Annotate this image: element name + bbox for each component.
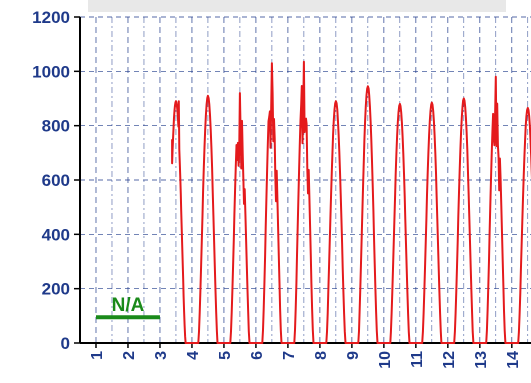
series-line [171, 60, 531, 344]
x-axis-ticks: 1 2 3 4 5 6 7 8 9 10 11 12 13 14 [89, 351, 522, 369]
y-tick-label: 1200 [32, 8, 70, 27]
x-tick-label: 9 [345, 351, 362, 360]
x-tick-label: 2 [121, 351, 138, 360]
x-tick-label: 6 [249, 351, 266, 360]
x-tick-label: 4 [185, 351, 202, 360]
legend-box [88, 0, 506, 12]
y-tick-label: 200 [42, 280, 70, 299]
x-tick-label: 11 [409, 351, 426, 368]
y-tick-label: 600 [42, 171, 70, 190]
y-tick-label: 1000 [32, 62, 70, 81]
x-tick-label: 13 [473, 351, 490, 369]
x-tick-label: 3 [153, 351, 170, 360]
x-tick-label: 7 [281, 351, 298, 360]
x-tick-label: 1 [89, 351, 106, 360]
x-tick-label: 12 [441, 351, 458, 369]
y-tick-label: 0 [61, 334, 70, 353]
axes [74, 16, 531, 348]
x-tick-label: 5 [217, 351, 234, 360]
grid [80, 16, 531, 343]
x-tick-label: 10 [377, 351, 394, 369]
x-tick-label: 8 [313, 351, 330, 360]
annotation-label: N/A [112, 295, 145, 316]
x-tick-label: 14 [505, 351, 522, 369]
y-tick-label: 400 [42, 225, 70, 244]
y-tick-label: 800 [42, 117, 70, 136]
y-axis-ticks: 0 200 400 600 800 1000 1200 [32, 8, 70, 353]
